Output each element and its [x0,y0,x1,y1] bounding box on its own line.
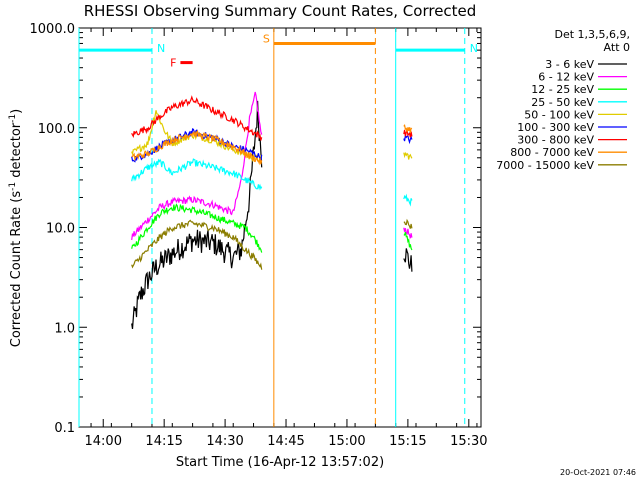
y-tick-label: 1.0 [54,321,75,336]
legend-label: 50 - 100 keV [524,108,594,121]
series-line [131,158,263,191]
legend-label: 800 - 7000 keV [510,146,594,159]
series-line [403,151,413,160]
series-line [131,129,263,166]
generated-timestamp: 20-Oct-2021 07:46 [560,468,636,477]
legend-label: 7000 - 15000 keV [496,159,594,172]
chart-title: RHESSI Observing Summary Count Rates, Co… [84,2,477,20]
legend-header: Det 1,3,5,6,9, [554,28,630,41]
legend-label: 3 - 6 keV [545,58,594,71]
series-line [131,95,263,141]
y-tick-label: 100.0 [38,122,75,137]
vertical-markers [78,28,466,427]
series-line [403,248,413,272]
annotations: N N S F [79,32,478,70]
state-bar-label: F [170,57,176,70]
state-bar-label: S [263,32,270,45]
x-axis-label: Start Time (16-Apr-12 13:57:02) [176,455,384,470]
series-line [403,193,413,207]
x-tick-label: 15:15 [389,434,426,449]
state-bar-label: N [157,42,165,55]
legend-label: 12 - 25 keV [531,83,594,96]
legend-label: 6 - 12 keV [538,71,594,84]
series-line [131,219,263,270]
y-tick-label: 10.0 [46,222,75,237]
series-line [131,91,263,241]
x-tick-label: 14:00 [85,434,122,449]
y-tick-label: 1000.0 [30,22,76,37]
y-tick-label: 0.1 [54,421,75,436]
series-line [131,100,263,329]
series-line [403,218,413,229]
legend-attenuator: Att 0 [604,41,630,54]
legend-label: 100 - 300 keV [517,121,594,134]
x-tick-label: 14:45 [267,434,304,449]
series-line [131,203,263,253]
series-line [403,232,413,251]
series-line [403,124,413,133]
x-tick-label: 15:00 [328,434,365,449]
x-tick-label: 15:30 [450,434,487,449]
y-axis-label: Corrected Count Rate (s-1 detector-1) [8,109,24,347]
axis-ticks: 14:00 14:15 14:30 14:45 15:00 15:15 15:30 0.1 1.… [30,22,488,449]
legend-label: 300 - 800 keV [517,134,594,147]
series-line [403,129,413,138]
x-tick-label: 14:30 [206,434,243,449]
legend-label: 25 - 50 keV [531,96,594,109]
series-lines [131,91,413,329]
series-line [403,227,413,239]
x-tick-label: 14:15 [145,434,182,449]
state-bar-label: N [470,42,478,55]
